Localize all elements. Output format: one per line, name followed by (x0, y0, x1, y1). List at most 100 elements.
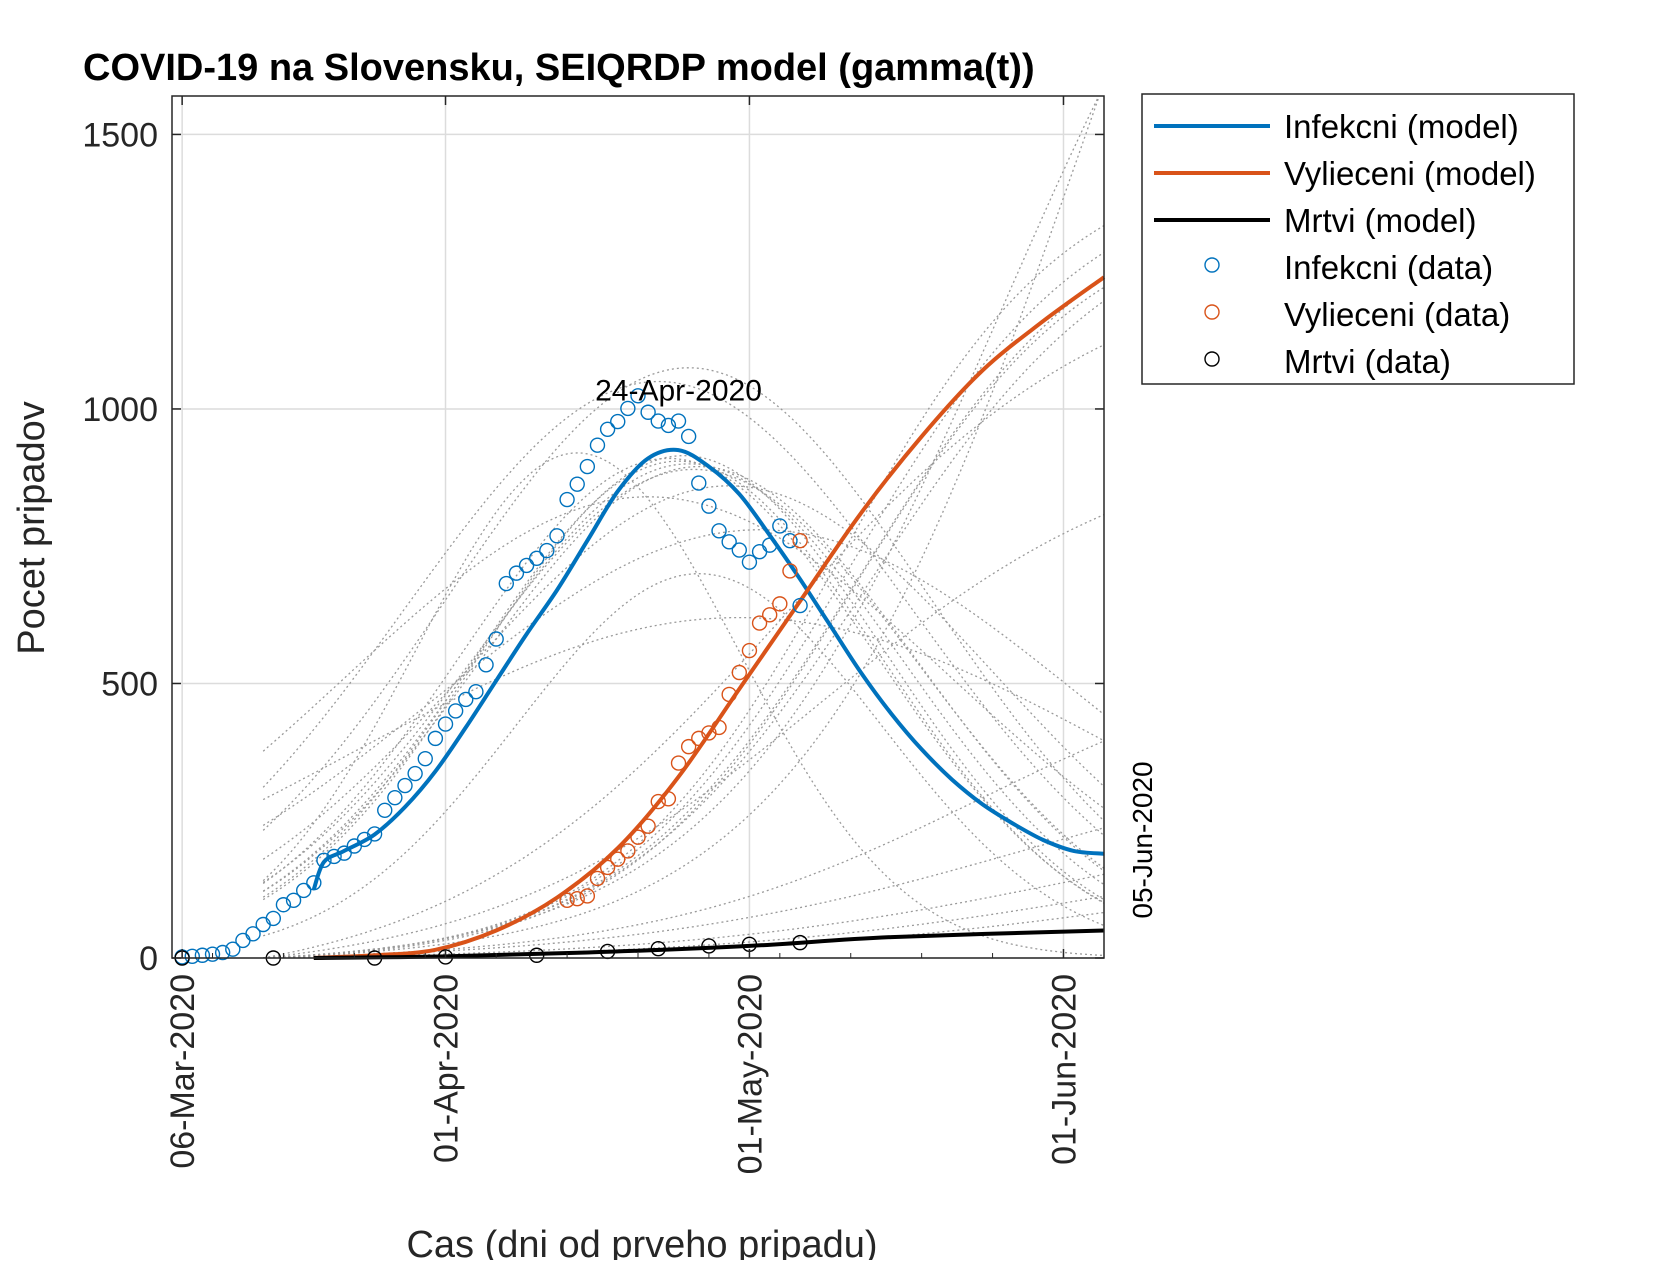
data-point-infekcni-data (326, 848, 342, 865)
data-point-infekcni-data (377, 802, 393, 819)
x-tick-label: 01-Jun-2020 (1045, 974, 1083, 1165)
ensemble-infectious-curve (262, 367, 1104, 831)
x-tick-label: 01-Apr-2020 (428, 974, 466, 1163)
legend-label: Infekcni (data) (1284, 249, 1493, 286)
data-point-vylieceni-data (610, 851, 626, 867)
ensemble-infectious-curve (262, 465, 1104, 893)
legend-label: Mrtvi (data) (1284, 343, 1451, 380)
data-point-infekcni-data (701, 498, 717, 514)
data-point-infekcni-data (498, 575, 515, 592)
ensemble-recovered-curve (263, 740, 1104, 958)
data-point-infekcni-data (255, 916, 271, 933)
legend-marker-swatch (1204, 257, 1220, 273)
data-point-infekcni-data (589, 437, 606, 453)
data-point-vylieceni-data (640, 818, 656, 834)
x-axis-label: Cas (dni od prveho pripadu) (406, 1224, 877, 1260)
ensemble-infectious-curve (262, 463, 1104, 892)
data-point-infekcni-data (184, 948, 200, 965)
data-point-infekcni-data (559, 491, 575, 508)
data-point-infekcni-data (306, 875, 322, 891)
data-point-infekcni-data (316, 852, 332, 868)
data-point-infekcni-data (407, 765, 423, 782)
y-tick-label: 1500 (82, 116, 158, 154)
data-point-vylieceni-data (792, 533, 808, 549)
x-tick-label: 01-May-2020 (731, 974, 769, 1174)
data-point-vylieceni-data (741, 642, 758, 659)
data-point-infekcni-data (336, 845, 352, 861)
data-point-infekcni-data (620, 400, 636, 417)
ensemble-recovered-curve (263, 251, 1104, 958)
data-point-mrtvi-data (701, 938, 717, 954)
data-point-infekcni-data (194, 947, 211, 963)
data-point-infekcni-data (285, 892, 302, 909)
data-point-infekcni-data (782, 533, 798, 549)
data-point-infekcni-data (691, 475, 707, 491)
data-point-infekcni-data (366, 826, 383, 842)
ensemble-recovered-curve (263, 96, 1100, 958)
data-point-infekcni-data (660, 417, 677, 434)
data-point-infekcni-data (650, 413, 666, 429)
data-point-infekcni-data (731, 542, 748, 558)
legend-entry: Mrtvi (data) (1204, 343, 1451, 380)
data-point-vylieceni-data (751, 615, 768, 631)
data-point-infekcni-data (569, 476, 585, 492)
data-point-infekcni-data (518, 557, 535, 574)
legend-marker-swatch (1204, 304, 1220, 320)
axis-ticks: 0 500 1000 1500 06-Mar-2020 01-Apr-2020 01-May… (82, 96, 1104, 1174)
data-point-vylieceni-data (559, 892, 575, 909)
ensemble-recovered-curve (263, 225, 1104, 958)
data-point-mrtvi-data (528, 947, 545, 963)
ensemble-infectious-curve (262, 529, 1104, 826)
data-point-vylieceni-data (660, 791, 677, 807)
data-point-infekcni-data (417, 750, 433, 767)
legend-entry: Infekcni (data) (1204, 249, 1493, 286)
legend: Infekcni (model) Vylieceni (model) Mrtvi (… (1141, 93, 1575, 385)
data-point-vylieceni-data (579, 888, 596, 904)
data-point-infekcni-data (458, 691, 474, 708)
data-point-vylieceni-data (761, 607, 778, 623)
data-point-vylieceni-data (772, 596, 788, 612)
data-point-infekcni-data (721, 534, 737, 550)
data-point-mrtvi-data (650, 940, 666, 957)
data-point-infekcni-data (539, 542, 555, 559)
data-point-infekcni-data (761, 537, 778, 553)
data-point-vylieceni-data (630, 829, 646, 845)
data-point-infekcni-data (792, 597, 808, 614)
legend-entry: Vylieceni (data) (1204, 296, 1510, 333)
data-point-vylieceni-data (731, 664, 748, 681)
ensemble-recovered-curve (263, 827, 1104, 958)
data-point-vylieceni-data (599, 859, 616, 876)
data-point-infekcni-data (204, 946, 221, 962)
ensemble-recovered-curve (263, 514, 1104, 958)
data-point-infekcni-data (447, 703, 464, 719)
data-point-infekcni-data (397, 777, 413, 794)
annotations: 24-Apr-2020 05-Jun-2020 (595, 375, 1158, 919)
ensemble-curves (262, 96, 1104, 958)
data-point-infekcni-data (599, 421, 616, 437)
data-point-infekcni-data (235, 932, 251, 949)
data-point-infekcni-data (549, 528, 565, 544)
data-point-infekcni-data (225, 941, 241, 957)
legend-label: Vylieceni (data) (1284, 296, 1510, 333)
data-point-infekcni-data (488, 631, 504, 647)
data-point-infekcni-data (610, 413, 626, 430)
ensemble-recovered-curve (263, 96, 1100, 958)
y-tick-label: 0 (139, 940, 158, 978)
x-tick-label: 06-Mar-2020 (164, 974, 202, 1169)
ensemble-infectious-curve (262, 496, 1104, 809)
data-point-infekcni-data (478, 657, 494, 673)
data-point-infekcni-data (214, 944, 231, 961)
legend-entry: Infekcni (model) (1154, 108, 1519, 145)
data-point-vylieceni-data (620, 843, 636, 859)
data-point-vylieceni-data (782, 563, 798, 579)
data-point-infekcni-data (427, 730, 444, 747)
y-tick-label: 1000 (82, 391, 158, 429)
data-point-infekcni-data (265, 910, 282, 927)
ensemble-infectious-curve (262, 452, 1104, 957)
data-point-vylieceni-data (721, 686, 737, 703)
data-point-vylieceni-data (650, 793, 666, 810)
ensemble-infectious-curve (262, 380, 1104, 836)
data-point-vylieceni-data (569, 891, 585, 907)
